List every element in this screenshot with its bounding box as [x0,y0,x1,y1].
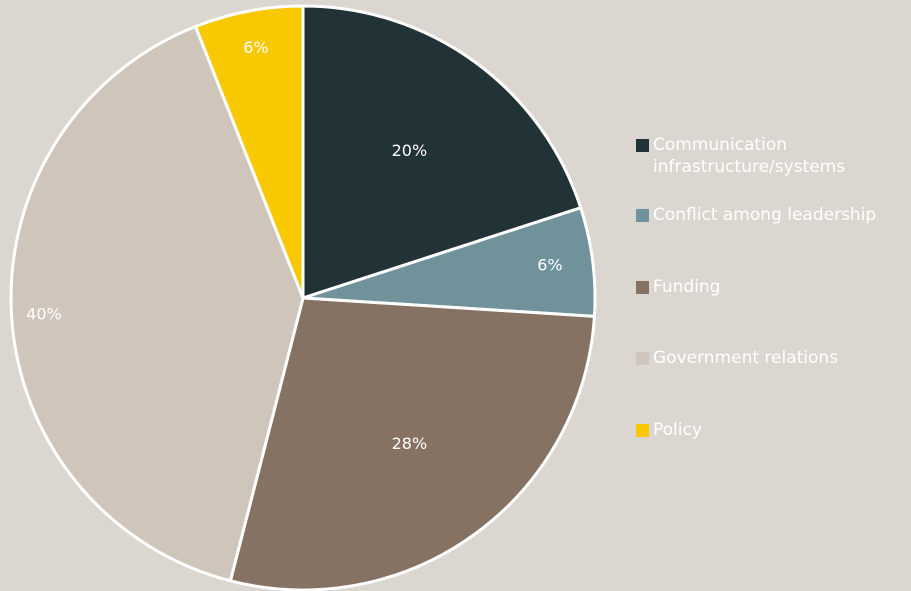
pie-slice-2 [228,296,596,591]
legend-label-policy: Policy [653,420,702,440]
legend-label-government: Government relations [653,348,839,368]
legend-swatch-communication [636,139,649,152]
legend-item-policy: Policy [636,419,911,441]
legend-item-government: Government relations [636,347,911,369]
slice-label-2: 28% [392,434,428,453]
pie-slice-0 [301,4,583,300]
slice-label-0: 20% [392,141,428,160]
legend-label-communication: Communication infrastructure/systems [653,135,846,177]
legend-swatch-government [636,352,649,365]
legend-swatch-policy [636,424,649,437]
legend-item-communication: Communication infrastructure/systems [636,134,911,178]
slice-label-3: 40% [26,305,62,324]
legend-swatch-conflict [636,209,649,222]
slice-labels: 20% 6% 28% 40% 6% [26,38,562,453]
legend-item-funding: Funding [636,276,911,298]
slice-label-4: 6% [243,38,268,57]
pie-slices [9,4,597,591]
legend-label-funding: Funding [653,277,721,297]
pie-slice-3 [9,25,305,583]
legend-label-conflict: Conflict among leadership [653,205,877,225]
pie-slice-4 [194,4,305,300]
slice-label-1: 6% [537,255,562,274]
legend-item-conflict: Conflict among leadership [636,204,911,226]
legend-swatch-funding [636,281,649,294]
